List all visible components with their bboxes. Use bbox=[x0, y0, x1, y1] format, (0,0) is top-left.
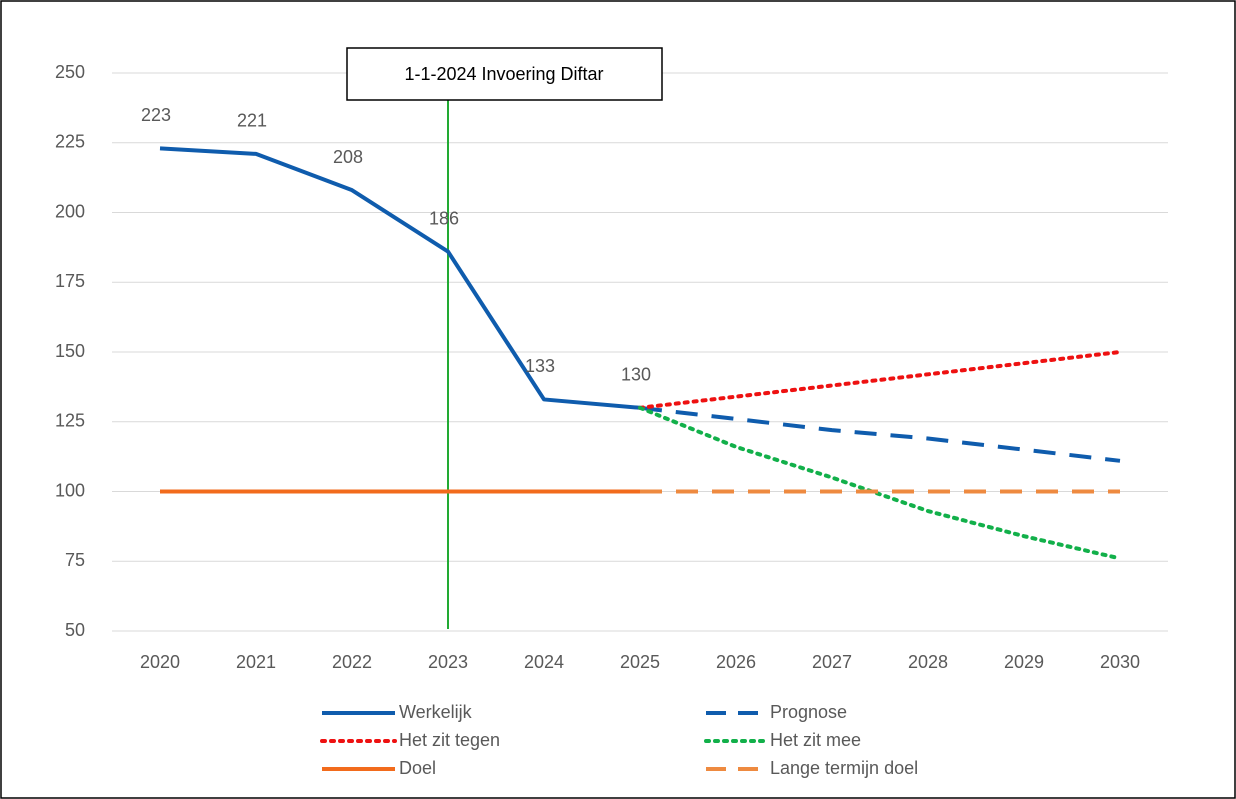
y-tick-label: 200 bbox=[55, 201, 85, 221]
y-tick-label: 125 bbox=[55, 411, 85, 431]
x-tick-label: 2029 bbox=[1004, 652, 1044, 672]
y-tick-label: 225 bbox=[55, 132, 85, 152]
y-tick-label: 175 bbox=[55, 271, 85, 291]
annotation-box bbox=[346, 47, 663, 101]
x-tick-label: 2030 bbox=[1100, 652, 1140, 672]
x-tick-label: 2021 bbox=[236, 652, 276, 672]
data-label: 130 bbox=[621, 365, 651, 385]
x-tick-label: 2020 bbox=[140, 652, 180, 672]
legend-label: Doel bbox=[399, 758, 436, 778]
data-label: 223 bbox=[141, 105, 171, 125]
x-tick-label: 2023 bbox=[428, 652, 468, 672]
annotation-text: 1-1-2024 Invoering Diftar bbox=[404, 64, 603, 84]
series-line bbox=[159, 146, 641, 410]
legend-label: Lange termijn doel bbox=[770, 758, 918, 778]
x-tick-label: 2027 bbox=[812, 652, 852, 672]
series-line bbox=[638, 405, 1122, 561]
series-line bbox=[638, 350, 1122, 410]
data-label: 208 bbox=[333, 147, 363, 167]
x-tick-label: 2022 bbox=[332, 652, 372, 672]
y-tick-label: 75 bbox=[65, 550, 85, 570]
series-line bbox=[639, 405, 1121, 463]
y-tick-label: 150 bbox=[55, 341, 85, 361]
data-label: 221 bbox=[237, 111, 267, 131]
y-tick-label: 250 bbox=[55, 62, 85, 82]
y-tick-label: 50 bbox=[65, 620, 85, 640]
y-tick-label: 100 bbox=[55, 480, 85, 500]
legend-label: Prognose bbox=[770, 702, 847, 722]
x-tick-label: 2026 bbox=[716, 652, 756, 672]
legend-label: Het zit tegen bbox=[399, 730, 500, 750]
data-label: 133 bbox=[525, 356, 555, 376]
x-tick-label: 2025 bbox=[620, 652, 660, 672]
x-tick-label: 2028 bbox=[908, 652, 948, 672]
x-tick-label: 2024 bbox=[524, 652, 564, 672]
legend-label: Het zit mee bbox=[770, 730, 861, 750]
data-label: 186 bbox=[429, 208, 459, 228]
legend-label: Werkelijk bbox=[399, 702, 473, 722]
